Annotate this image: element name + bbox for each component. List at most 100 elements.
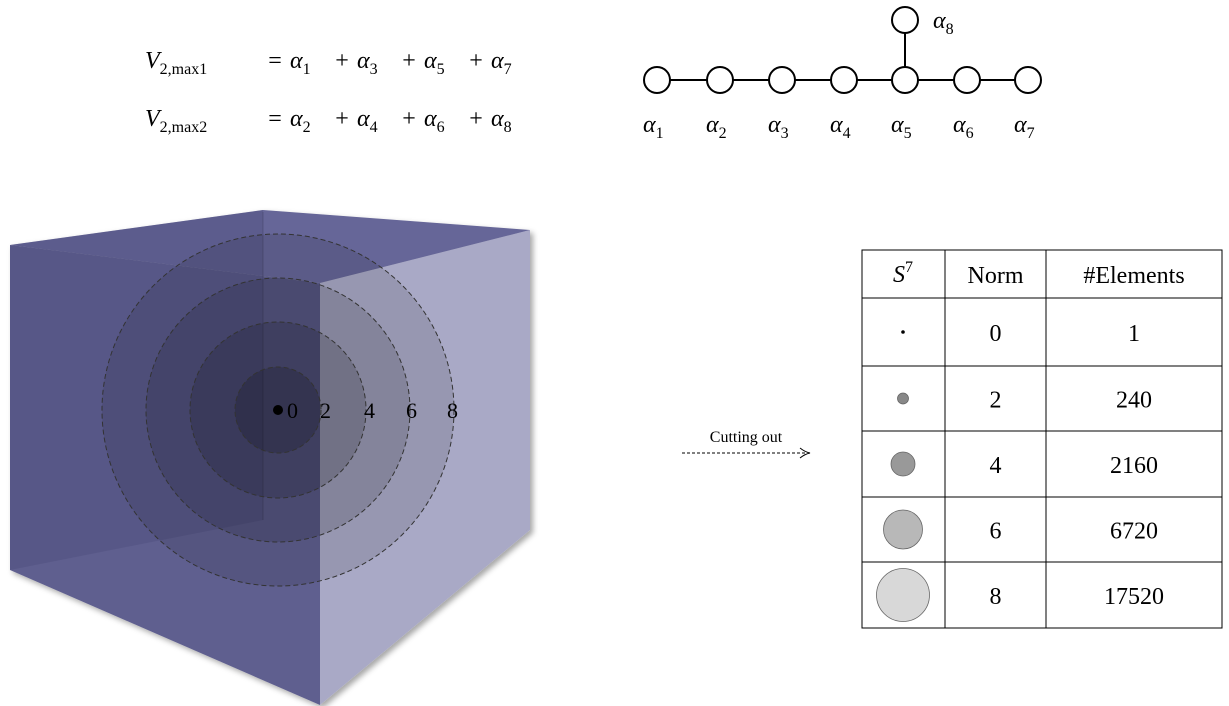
symbol: α: [491, 48, 504, 74]
math-symbol: α2: [706, 112, 727, 142]
shell-label: 0: [287, 398, 298, 423]
plus: +: [402, 48, 416, 74]
shell-icon: [898, 393, 909, 404]
table-cell: 0: [990, 321, 1002, 347]
math-symbol: α5: [424, 48, 445, 78]
subscript: 3: [370, 61, 378, 78]
figure: V2,max1=α1α3+α5+α7+V2,max2=α2α4+α6+α8+ α…: [0, 0, 1229, 706]
dynkin-node: [644, 67, 670, 93]
math-symbol: S7: [893, 259, 913, 288]
plus: +: [469, 48, 483, 74]
table-border: [862, 250, 1222, 628]
math-symbol: α7: [491, 48, 512, 78]
shell-icon: [901, 330, 905, 334]
dynkin-node: [831, 67, 857, 93]
table-cell: 1: [1128, 321, 1140, 347]
symbol: α: [424, 48, 437, 74]
symbol: α: [424, 106, 437, 132]
symbol: α: [290, 106, 303, 132]
plus: +: [469, 106, 483, 132]
symbol: S: [893, 262, 905, 288]
table-cell: 6: [990, 519, 1002, 545]
arrow-label: Cutting out: [710, 429, 783, 446]
math-symbol: α3: [357, 48, 378, 78]
table-cell: 6720: [1110, 519, 1158, 545]
dynkin-node: [892, 7, 918, 33]
subscript: 3: [781, 125, 789, 142]
symbol: α: [290, 48, 303, 74]
shell-label: 2: [320, 398, 331, 423]
subscript: 7: [504, 61, 512, 78]
table-header: #Elements: [1083, 263, 1184, 289]
math-symbol: α6: [424, 106, 445, 136]
symbol: α: [357, 106, 370, 132]
plus: +: [335, 106, 349, 132]
table-cell: 17520: [1104, 584, 1164, 610]
plus: +: [335, 48, 349, 74]
math-symbol: α1: [290, 48, 311, 78]
subscript: 7: [1027, 125, 1035, 142]
shell-icon: [884, 510, 923, 549]
table-cell: 8: [990, 584, 1002, 610]
symbol: α: [491, 106, 504, 132]
subscript: 6: [966, 125, 974, 142]
dynkin-node: [707, 67, 733, 93]
subscript: 2: [719, 125, 727, 142]
symbol: α: [706, 112, 719, 138]
math-symbol: α8: [491, 106, 512, 136]
subscript: 8: [504, 119, 512, 136]
table-cell: 2: [990, 388, 1002, 414]
equals: =: [268, 48, 282, 74]
math-symbol: α1: [643, 112, 664, 142]
math-symbol: V2,max1: [145, 48, 207, 78]
subscript: 2,max1: [160, 61, 208, 78]
subscript: 5: [904, 125, 912, 142]
subscript: 2: [303, 119, 311, 136]
symbol: α: [891, 112, 904, 138]
math-symbol: α6: [953, 112, 974, 142]
dynkin-node: [1015, 67, 1041, 93]
math-symbol: α8: [933, 8, 954, 38]
symbol: α: [830, 112, 843, 138]
math-symbol: α2: [290, 106, 311, 136]
subscript: 1: [303, 61, 311, 78]
subscript: 1: [656, 125, 664, 142]
subscript: 6: [437, 119, 445, 136]
shell-icon: [877, 569, 930, 622]
subscript: 8: [946, 21, 954, 38]
table: S7 Norm #Elements 0 1 2 240 4 2160 6 6720 8 17520: [862, 250, 1222, 628]
table-cell: 4: [990, 453, 1002, 479]
math-symbol: α4: [830, 112, 851, 142]
subscript: 4: [843, 125, 851, 142]
shell-icon: [891, 452, 915, 476]
subscript: 2,max2: [160, 119, 208, 136]
symbol: α: [1014, 112, 1027, 138]
table-cell: 2160: [1110, 453, 1158, 479]
symbol: α: [357, 48, 370, 74]
plus: +: [402, 106, 416, 132]
arrow: Cutting out: [682, 429, 810, 458]
dynkin-node: [892, 67, 918, 93]
dynkin-node: [769, 67, 795, 93]
symbol: α: [643, 112, 656, 138]
math-symbol: α5: [891, 112, 912, 142]
symbol: α: [933, 8, 946, 34]
subscript: 5: [437, 61, 445, 78]
shell-label: 6: [406, 398, 417, 423]
math-symbol: α3: [768, 112, 789, 142]
superscript: 7: [905, 259, 913, 276]
shell-label: 4: [364, 398, 375, 423]
table-cell: 240: [1116, 388, 1152, 414]
equals: =: [268, 106, 282, 132]
origin-dot: [273, 405, 283, 415]
symbol: α: [768, 112, 781, 138]
subscript: 4: [370, 119, 378, 136]
math-symbol: V2,max2: [145, 106, 207, 136]
math-symbol: α7: [1014, 112, 1035, 142]
symbol: α: [953, 112, 966, 138]
shell-label: 8: [447, 398, 458, 423]
table-header: Norm: [968, 263, 1024, 289]
dynkin-node: [954, 67, 980, 93]
